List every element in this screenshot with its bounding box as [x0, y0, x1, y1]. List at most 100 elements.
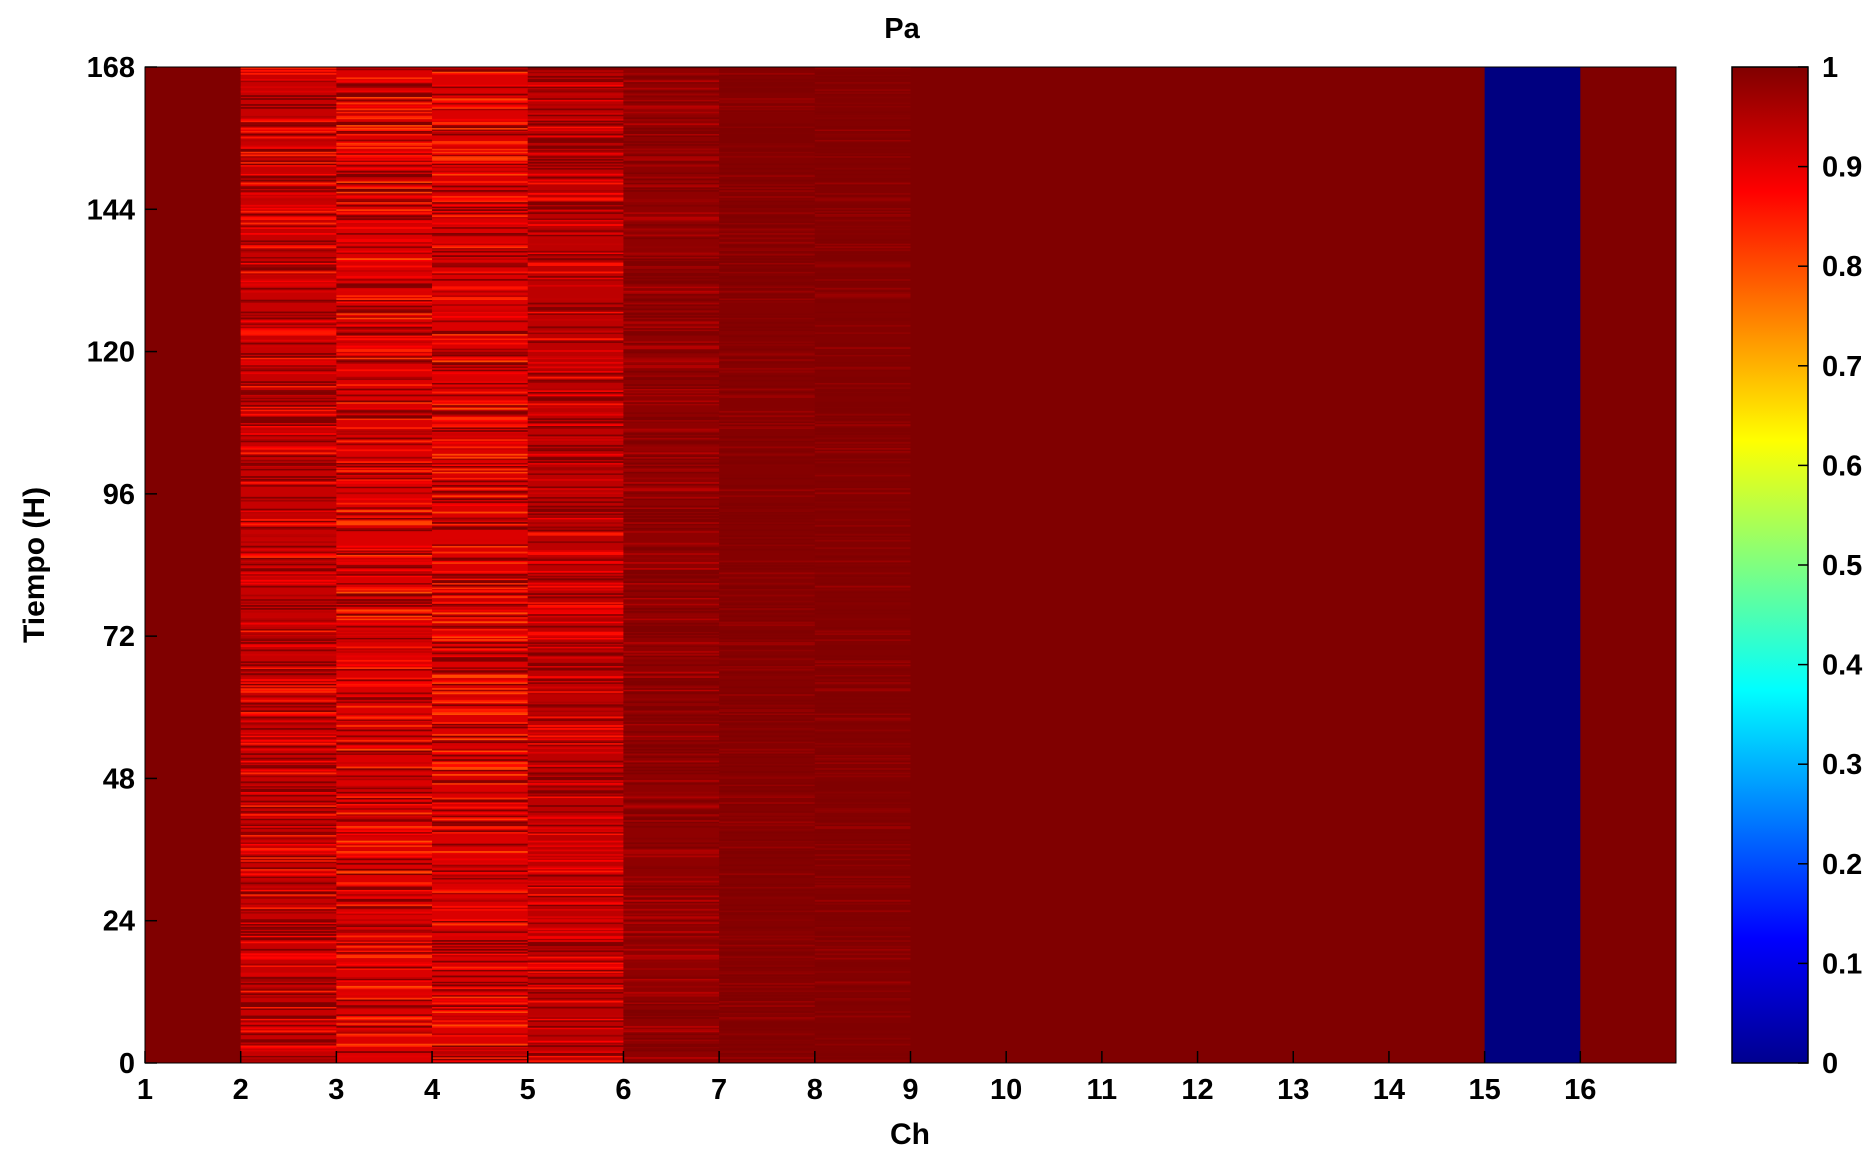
heatmap-cell: [432, 999, 529, 1002]
heatmap-cell: [240, 523, 337, 526]
heatmap-cell: [527, 618, 624, 621]
heatmap-cell: [814, 771, 911, 773]
heatmap-cell: [814, 530, 911, 533]
heatmap-cell: [623, 815, 720, 818]
heatmap-cell: [336, 190, 433, 192]
heatmap-cell: [240, 720, 337, 723]
heatmap-plot-area: [145, 67, 1677, 1064]
heatmap-cell: [527, 631, 624, 634]
heatmap-cell: [432, 670, 529, 673]
heatmap-cell: [719, 369, 816, 372]
heatmap-cell: [527, 941, 624, 944]
heatmap-cell: [814, 344, 911, 346]
heatmap-cell: [240, 301, 337, 303]
heatmap-cell: [240, 680, 337, 683]
heatmap-cell: [336, 659, 433, 662]
heatmap-cell: [432, 575, 529, 578]
heatmap-cell: [814, 963, 911, 966]
heatmap-cell: [527, 553, 624, 555]
heatmap-cell: [336, 692, 433, 695]
heatmap-cell: [719, 474, 816, 477]
heatmap-cell: [432, 931, 529, 933]
heatmap-cell: [527, 67, 624, 69]
heatmap-cell: [814, 917, 911, 920]
heatmap-cell: [814, 458, 911, 461]
heatmap-cell: [719, 846, 816, 849]
heatmap-cell: [240, 447, 337, 450]
heatmap-cell: [719, 230, 816, 232]
heatmap-cell: [336, 966, 433, 969]
heatmap-cell: [814, 729, 911, 732]
heatmap-cell: [527, 916, 624, 919]
heatmap-cell: [336, 588, 433, 591]
heatmap-cell: [527, 867, 624, 870]
heatmap-cell: [240, 164, 337, 167]
heatmap-cell: [527, 818, 624, 821]
heatmap-cell: [719, 814, 816, 816]
heatmap-cell: [623, 569, 720, 572]
heatmap-cell: [336, 818, 433, 821]
heatmap-cell: [432, 825, 529, 828]
heatmap-cell: [240, 814, 337, 816]
heatmap-cell: [623, 1057, 720, 1059]
heatmap-cell: [719, 1048, 816, 1050]
heatmap-cell: [719, 258, 816, 260]
heatmap-cell: [623, 633, 720, 635]
heatmap-cell: [719, 517, 816, 520]
heatmap-cell: [719, 904, 816, 907]
heatmap-cell: [623, 462, 720, 465]
heatmap-cell: [719, 892, 816, 895]
heatmap-cell: [527, 468, 624, 471]
heatmap-cell: [527, 640, 624, 643]
heatmap-cell: [527, 1055, 624, 1058]
heatmap-cell: [336, 633, 433, 635]
heatmap-cell: [240, 213, 337, 216]
heatmap-cell: [240, 1027, 337, 1030]
heatmap-cell: [623, 731, 720, 733]
heatmap-cell: [240, 148, 337, 151]
heatmap-cell: [623, 111, 720, 114]
heatmap-cell: [623, 151, 720, 154]
heatmap-cell: [240, 139, 337, 142]
heatmap-cell: [527, 1027, 624, 1030]
heatmap-cell: [719, 250, 816, 253]
heatmap-cell: [623, 925, 720, 927]
heatmap-cell: [336, 178, 433, 180]
heatmap-cell: [623, 304, 720, 306]
heatmap-cell: [527, 179, 624, 182]
heatmap-cell: [623, 375, 720, 378]
heatmap-cell: [336, 827, 433, 830]
heatmap-cell: [814, 104, 911, 106]
heatmap-cell: [336, 416, 433, 419]
heatmap-cell: [814, 637, 911, 640]
heatmap-cell: [336, 991, 433, 994]
heatmap-cell: [814, 75, 911, 78]
heatmap-cell: [240, 464, 337, 466]
heatmap-cell: [623, 181, 720, 183]
heatmap-cell: [623, 683, 720, 686]
heatmap-cell: [336, 124, 433, 127]
heatmap-cell: [814, 430, 911, 432]
heatmap-cell: [623, 98, 720, 100]
heatmap-cell: [814, 219, 911, 222]
heatmap-cell: [336, 378, 433, 381]
heatmap-cell: [527, 705, 624, 708]
heatmap-cell: [240, 562, 337, 564]
heatmap-cell: [240, 172, 337, 175]
heatmap-cells-ch6: [623, 67, 720, 1059]
heatmap-cell: [240, 1040, 337, 1043]
heatmap-cell: [814, 135, 911, 137]
heatmap-cell: [240, 400, 337, 403]
heatmap-cell: [814, 1003, 911, 1006]
heatmap-column-ch16: [1580, 67, 1677, 1063]
heatmap-cell: [527, 551, 624, 554]
heatmap-cell: [814, 401, 911, 404]
heatmap-cell: [336, 751, 433, 754]
heatmap-cell: [240, 802, 337, 804]
heatmap-cell: [814, 1033, 911, 1036]
heatmap-cell: [336, 685, 433, 687]
heatmap-cell: [432, 581, 529, 584]
heatmap-cell: [623, 529, 720, 532]
heatmap-cell: [240, 418, 337, 421]
heatmap-cell: [240, 314, 337, 317]
